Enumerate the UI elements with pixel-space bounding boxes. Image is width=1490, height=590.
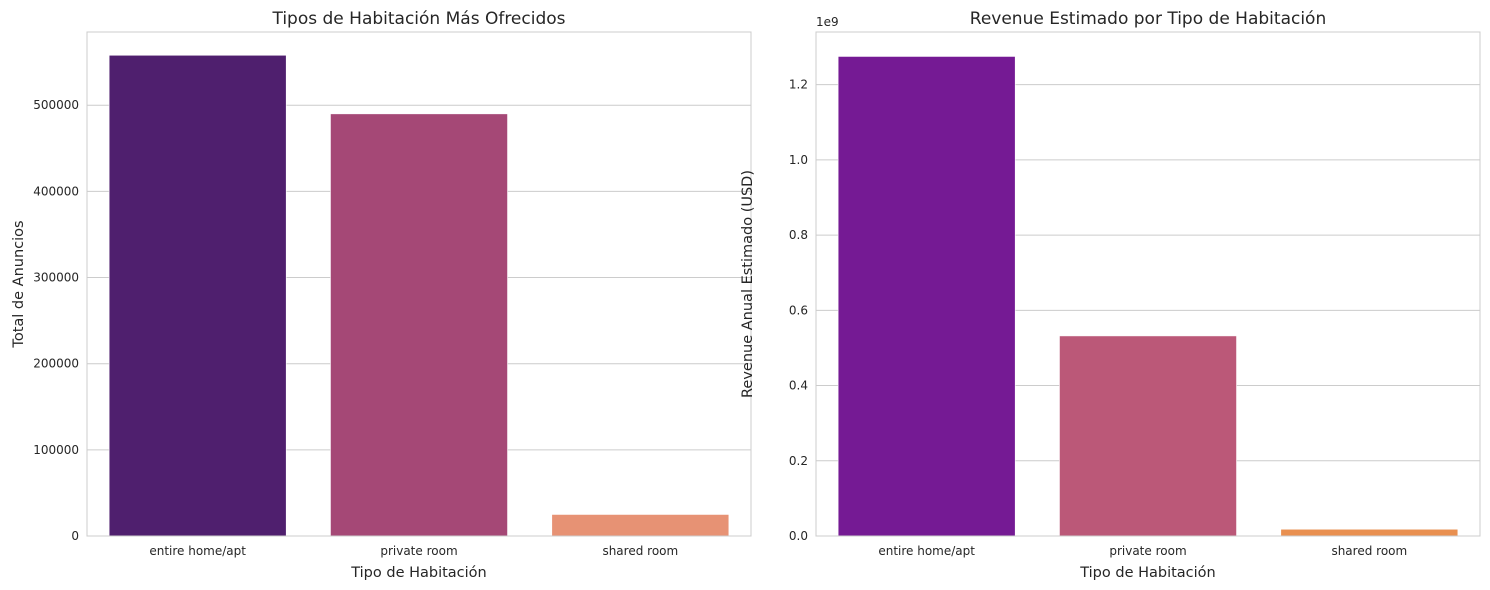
y-tick-label: 0.0 bbox=[789, 529, 808, 543]
x-tick-label: entire home/apt bbox=[878, 544, 975, 558]
y-tick-label: 200000 bbox=[33, 357, 79, 371]
bar-shared-room bbox=[1280, 528, 1459, 537]
y-axis-label: Total de Anuncios bbox=[11, 220, 27, 348]
chart-panel-2: 0.0 0.2 0.4 0.6 0.8 1.0 1.2 entire home/apt priv… bbox=[740, 9, 1481, 581]
x-tick-label: shared room bbox=[1331, 544, 1407, 558]
y-offset-label: 1e9 bbox=[816, 15, 839, 29]
x-axis-label: Tipo de Habitación bbox=[350, 565, 487, 581]
y-tick-label: 1.0 bbox=[789, 153, 808, 167]
y-tick-label: 0.6 bbox=[789, 303, 808, 317]
y-tick-label: 0 bbox=[71, 529, 79, 543]
plot-frame bbox=[86, 31, 752, 537]
y-axis-label: Revenue Anual Estimado (USD) bbox=[740, 170, 756, 398]
y-tick-label: 0.4 bbox=[789, 379, 808, 393]
x-tick-label: private room bbox=[380, 544, 457, 558]
bar-entire-home-apt bbox=[837, 56, 1016, 537]
chart-title: Revenue Estimado por Tipo de Habitación bbox=[970, 9, 1326, 29]
y-tick-label: 100000 bbox=[33, 443, 79, 457]
y-tick-label: 500000 bbox=[33, 98, 79, 112]
y-tick-label: 0.2 bbox=[789, 454, 808, 468]
bar-shared-room bbox=[551, 514, 730, 537]
chart-title: Tipos de Habitación Más Ofrecidos bbox=[271, 9, 565, 29]
y-tick-label: 0.8 bbox=[789, 228, 808, 242]
y-tick-label: 1.2 bbox=[789, 78, 808, 92]
bar-private-room bbox=[330, 113, 508, 537]
y-tick-label: 400000 bbox=[33, 184, 79, 198]
y-tick-label: 300000 bbox=[33, 271, 79, 285]
chart-panel-1: 0 100000 200000 300000 400000 500000 entire ho… bbox=[11, 9, 752, 581]
plot-frame bbox=[815, 31, 1481, 537]
x-tick-label: private room bbox=[1109, 544, 1186, 558]
x-tick-label: shared room bbox=[602, 544, 678, 558]
bar-private-room bbox=[1059, 335, 1237, 537]
x-axis-label: Tipo de Habitación bbox=[1079, 565, 1216, 581]
bar-entire-home-apt bbox=[108, 54, 287, 537]
x-tick-label: entire home/apt bbox=[149, 544, 246, 558]
